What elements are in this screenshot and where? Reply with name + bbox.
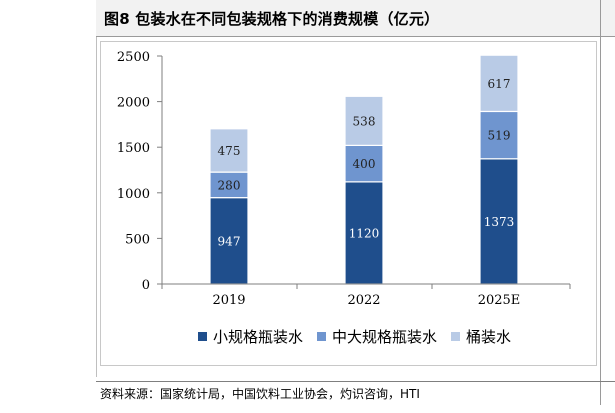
legend-label: 中大规格瓶装水 bbox=[332, 328, 438, 346]
legend-label: 小规格瓶装水 bbox=[213, 328, 304, 346]
chart-frame bbox=[96, 37, 601, 377]
legend-label: 桶装水 bbox=[466, 328, 512, 346]
x-tick-label: 2025E bbox=[478, 293, 521, 308]
legend: 小规格瓶装水 中大规格瓶装水 桶装水 bbox=[198, 326, 525, 347]
data-label: 280 bbox=[218, 178, 241, 192]
bar-segment bbox=[209, 171, 249, 199]
data-label: 400 bbox=[353, 157, 376, 171]
adjacent-panel-header bbox=[601, 0, 615, 37]
y-tick-label: 1500 bbox=[117, 141, 150, 156]
bar-segment bbox=[344, 95, 384, 146]
y-tick-label: 500 bbox=[125, 232, 150, 247]
figure-title: 图8 包装水在不同包装规格下的消费规模（亿元） bbox=[104, 10, 440, 28]
x-tick-label: 2019 bbox=[212, 293, 245, 308]
chart-box bbox=[100, 41, 597, 366]
legend-swatch bbox=[451, 332, 461, 341]
bar-segment bbox=[479, 110, 519, 160]
legend-item: 桶装水 bbox=[451, 326, 511, 347]
x-axis: 2019 2022 2025E bbox=[161, 283, 571, 308]
source-note: 资料来源：国家统计局，中国饮料工业协会，灼识咨询，HTI bbox=[100, 387, 420, 401]
legend-swatch bbox=[198, 332, 207, 341]
data-label: 1120 bbox=[349, 226, 380, 240]
adjacent-panel-edge bbox=[600, 0, 615, 405]
bar-segment bbox=[479, 158, 519, 285]
x-tick-label: 2022 bbox=[347, 293, 380, 308]
source-divider bbox=[96, 381, 615, 382]
data-label: 1373 bbox=[484, 215, 515, 229]
y-tick-label: 0 bbox=[142, 278, 150, 293]
data-label: 947 bbox=[218, 234, 241, 248]
data-label: 475 bbox=[218, 144, 241, 158]
bar-segment bbox=[209, 128, 249, 173]
legend-item: 中大规格瓶装水 bbox=[317, 326, 437, 347]
y-tick-label: 1000 bbox=[117, 187, 150, 202]
legend-swatch bbox=[317, 332, 327, 341]
data-label: 617 bbox=[488, 77, 511, 91]
y-axis: 0 500 1000 1500 2000 2500 bbox=[117, 50, 163, 293]
bars: 947 280 475 1120 400 538 1373 519 617 bbox=[209, 54, 519, 285]
data-label: 538 bbox=[353, 114, 376, 128]
bar-segment bbox=[479, 54, 519, 113]
data-label: 519 bbox=[488, 129, 511, 143]
legend-item: 小规格瓶装水 bbox=[198, 326, 303, 347]
y-tick-label: 2500 bbox=[117, 50, 150, 65]
bar-segment bbox=[344, 181, 384, 285]
title-bar: 图8 包装水在不同包装规格下的消费规模（亿元） bbox=[96, 0, 600, 37]
y-tick-label: 2000 bbox=[117, 96, 150, 111]
